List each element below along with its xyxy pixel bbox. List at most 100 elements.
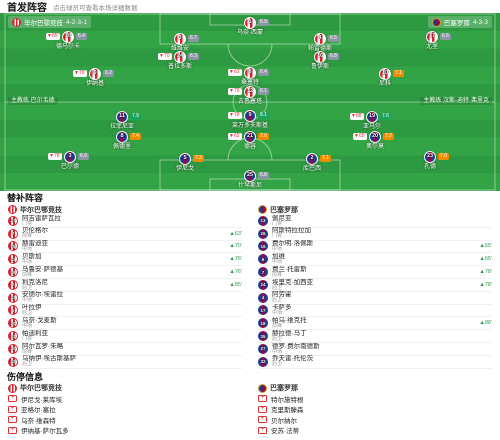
- pitch-lines: [4, 13, 496, 191]
- sub-info: 叶拉伊 后卫: [22, 304, 242, 317]
- sub-row[interactable]: 30 阿尔瓦罗·朱略 前锋: [8, 343, 242, 356]
- injury-icon: +: [258, 395, 267, 403]
- sub-row[interactable]: 24 埃里克·加西亚 后卫 ▲78': [258, 279, 492, 292]
- sub-row[interactable]: 4 阿劳霍 后卫: [258, 291, 492, 305]
- sub-row[interactable]: 7 费兰·托雷斯 前锋 ▲78': [258, 266, 492, 279]
- player-home[interactable]: 18 6.4 ▼85' 德马尔卡: [36, 31, 100, 51]
- player-home[interactable]: 9 6.2 ▼76' 伊纳基: [63, 68, 127, 88]
- sub-row[interactable]: 15 赫雷迪亚 中场 ▲70': [8, 240, 242, 254]
- player-home[interactable]: 10 7.1 尼科: [353, 68, 417, 88]
- sub-row[interactable]: 22 乌纳伊·埃古斯基萨 后卫: [8, 355, 242, 369]
- sub-row[interactable]: 13 帕迪利亚 门将: [8, 330, 242, 343]
- sub-row[interactable]: 11 贝斯加 中场 ▲76': [8, 253, 242, 267]
- player-home[interactable]: 17 6.6 尤里: [400, 31, 464, 51]
- sub-row[interactable]: 32 乔夫雷·托伦茨 后卫: [258, 355, 492, 369]
- team-crest-icon: [258, 383, 267, 393]
- sub-name: 叶拉伊: [22, 304, 42, 312]
- injury-row[interactable]: + 伊尼戈·莱库埃: [8, 394, 242, 405]
- sub-row[interactable]: 18 帕乌·维克托 前锋 ▲88': [258, 317, 492, 331]
- injury-player-name: 安苏·法蒂: [271, 428, 300, 436]
- player-away[interactable]: 25 6.8 什琴斯尼: [218, 170, 282, 190]
- sub-position: 中场: [272, 310, 283, 317]
- player-away[interactable]: 8 7.4 佩德里: [90, 131, 154, 151]
- team-header: 毕尔巴鄂竞技: [8, 383, 242, 394]
- team-name: 巴塞罗那: [270, 385, 298, 393]
- sub-row[interactable]: 13 佩尼亚 门将: [258, 215, 492, 228]
- injury-row[interactable]: + 亚格尔·塞拉: [8, 404, 242, 415]
- injury-row[interactable]: + 克里斯滕森: [258, 404, 492, 415]
- player-away[interactable]: 5 7.3 伊尼戈: [153, 153, 217, 173]
- player-rating: 6.6: [440, 33, 451, 40]
- injury-player-name: 克里斯滕森: [271, 407, 304, 415]
- jersey-icon: 12: [244, 86, 256, 98]
- sub-row[interactable]: 17 卡萨多 中场: [258, 304, 492, 318]
- player-rating: 6.9: [258, 19, 269, 26]
- jersey-icon: 15: [8, 241, 18, 252]
- home-team-name: 毕尔巴鄂竞技: [24, 20, 63, 27]
- player-home[interactable]: 1 6.9 乌奈·西蒙: [218, 17, 282, 37]
- sub-name: 赫拉德·马丁: [272, 329, 307, 337]
- player-home[interactable]: 24 6.3 ▼70' 普拉多斯: [148, 51, 212, 71]
- injury-row[interactable]: + 安苏·法蒂: [258, 425, 492, 436]
- sub-name: 贝斯加: [22, 253, 42, 261]
- sub-info: 安德尔·埃雷拉 中场: [22, 291, 242, 304]
- section-title-substitutes: 替补阵容: [7, 193, 44, 203]
- sub-row[interactable]: 26 阿斯特拉拉加 门将: [258, 227, 492, 241]
- player-away[interactable]: 20 7.2 ▼65' 奥尔莫: [343, 131, 407, 151]
- player-rating: 6.8: [258, 172, 269, 179]
- player-home[interactable]: 8 6.4 ▼63' 桑塞特: [218, 67, 282, 87]
- sub-row[interactable]: 7 贝伦格尔 前锋 ▲63': [8, 227, 242, 241]
- sub-row[interactable]: 20 乌奈·戈麦斯 中场: [8, 317, 242, 331]
- sub-name: 乌纳伊·埃古斯基萨: [22, 355, 77, 363]
- sub-position: 中场: [272, 348, 283, 355]
- sub-row[interactable]: 27 德罗·费尔南德斯 中场: [258, 343, 492, 356]
- lineup-header: 首发阵容 点击球员可查看本场详细数据: [0, 0, 500, 14]
- player-away[interactable]: 9 8.1 ▼78' 莱万多夫斯基: [218, 110, 282, 130]
- player-away[interactable]: 11 7.9 拉菲尼亚: [90, 111, 154, 131]
- team-name: 毕尔巴鄂竞技: [20, 206, 62, 214]
- sub-info: 阿劳霍 后卫: [272, 291, 492, 304]
- player-name: 奥尔莫: [365, 144, 384, 150]
- player-away[interactable]: 19 7.6 ▼88' 亚马尔: [340, 111, 404, 131]
- injury-row[interactable]: + 贝尔纳尔: [258, 415, 492, 426]
- jersey-number: 8: [120, 133, 124, 140]
- player-away[interactable]: 2 7.1 库巴西: [280, 153, 344, 173]
- sub-row[interactable]: 2 利克洛尼 后卫 ▲85': [8, 279, 242, 292]
- sub-info: 帕乌·维克托 前锋: [272, 317, 475, 330]
- player-home[interactable]: 4 6.5 帕雷德斯: [288, 33, 352, 53]
- player-away[interactable]: 23 7.0 孔德: [398, 151, 462, 171]
- jersey-icon: 26: [258, 228, 268, 239]
- sub-name: 阿吉雷萨瓦拉: [22, 214, 61, 222]
- player-home[interactable]: 16 6.8 鲁伊斯: [288, 51, 352, 71]
- jersey-icon: 7: [258, 267, 268, 278]
- jersey-number: 13: [260, 218, 266, 224]
- jersey-icon: 19: [8, 267, 18, 278]
- player-name: 桑塞特: [240, 80, 259, 86]
- injury-row[interactable]: + 乌奈·维森特: [8, 415, 242, 426]
- injury-row[interactable]: + 伊纳基·萨尔瓦多: [8, 425, 242, 436]
- player-away[interactable]: 3 6.9 ▼78' 巴尔德: [38, 151, 102, 171]
- home-injuries: 毕尔巴鄂竞技 + 伊尼戈·莱库埃 + 亚格尔·塞拉 + 乌奈·维森特 + 伊纳基·萨尔瓦多: [0, 383, 250, 436]
- player-away[interactable]: 21 7.0 ▼65' 德容: [218, 131, 282, 151]
- sub-name: 加维: [272, 253, 285, 261]
- player-home[interactable]: 3 6.7 维维安: [148, 33, 212, 53]
- sub-row[interactable]: 19 马鲁安·萨德基 前锋 ▲76': [8, 266, 242, 279]
- sub-row[interactable]: 27 阿吉雷萨瓦拉 门将: [8, 215, 242, 228]
- sub-row[interactable]: 35 赫拉德·马丁 后卫: [258, 330, 492, 343]
- player-home[interactable]: 12 6.1 ▼76' 古鲁塞塔: [218, 86, 282, 106]
- sub-row[interactable]: 16 费尔明·洛佩斯 中场 ▲65': [258, 240, 492, 254]
- injury-row[interactable]: + 特尔施特根: [258, 394, 492, 405]
- sub-row[interactable]: 6 加维 中场 ▲65': [258, 253, 492, 267]
- sub-row[interactable]: 21 安德尔·埃雷拉 中场: [8, 291, 242, 305]
- jersey-icon: 11: [116, 111, 128, 123]
- player-name: 拉菲尼亚: [109, 124, 134, 130]
- jersey-number: 16: [316, 53, 324, 60]
- substitution-in-time: ▲85': [229, 281, 242, 288]
- jersey-icon: 32: [258, 356, 268, 367]
- sub-row[interactable]: 5 叶拉伊 后卫: [8, 304, 242, 318]
- away-injuries: 巴塞罗那 + 特尔施特根 + 克里斯滕森 + 贝尔纳尔 + 安苏·法蒂: [250, 383, 500, 436]
- injury-player-name: 伊纳基·萨尔瓦多: [21, 428, 69, 436]
- jersey-icon: 24: [258, 279, 268, 290]
- jersey-number: 23: [426, 153, 434, 160]
- sub-info: 乔夫雷·托伦茨 后卫: [272, 355, 492, 368]
